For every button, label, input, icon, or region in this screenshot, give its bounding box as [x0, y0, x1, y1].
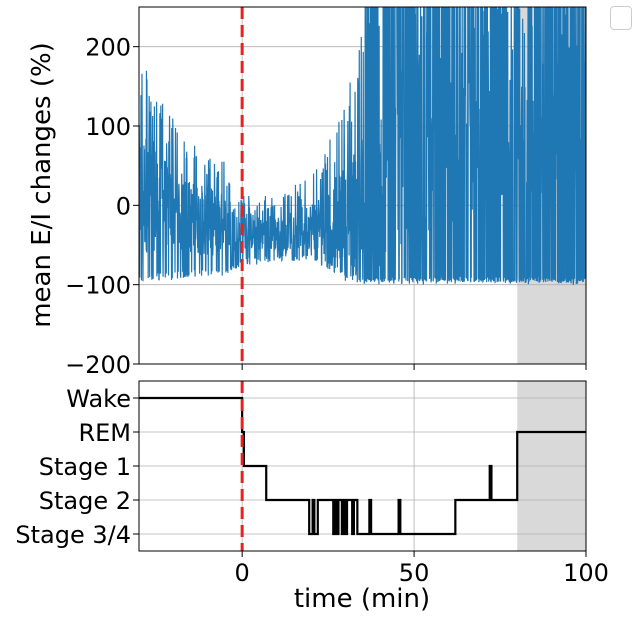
bottom-x-tick-label: 0 — [235, 559, 250, 587]
top-y-tick-label: −200 — [65, 351, 131, 379]
bottom-x-tick-label: 50 — [399, 559, 430, 587]
sleep-stage-step-line — [139, 396, 586, 536]
empty-legend-box — [610, 6, 632, 30]
top-y-tick-label: 200 — [85, 34, 131, 62]
bottom-y-tick-label: Stage 1 — [39, 453, 131, 481]
bottom-y-tick-label: Stage 2 — [39, 487, 131, 515]
bottom-y-tick-label: Wake — [66, 385, 131, 413]
top-y-tick-label: −100 — [65, 272, 131, 300]
bottom-x-axis-label: time (min) — [294, 584, 430, 614]
top-plot-frame — [138, 6, 587, 365]
bottom-y-tick-label: Stage 3/4 — [15, 521, 131, 549]
bottom-x-tick-label: 100 — [563, 559, 609, 587]
top-y-axis-label: mean E/I changes (%) — [27, 42, 57, 328]
top-y-tick-label: 100 — [85, 113, 131, 141]
top-y-tick-label: 0 — [116, 192, 131, 220]
bottom-y-tick-label: REM — [78, 419, 131, 447]
e-i-signal-line — [139, 7, 586, 285]
bottom-panel: Wake REM Stage 1 Stage 2 Stage 3/4 0 50 100 — [15, 380, 609, 587]
top-panel: −200 −100 0 100 200 — [65, 6, 587, 379]
